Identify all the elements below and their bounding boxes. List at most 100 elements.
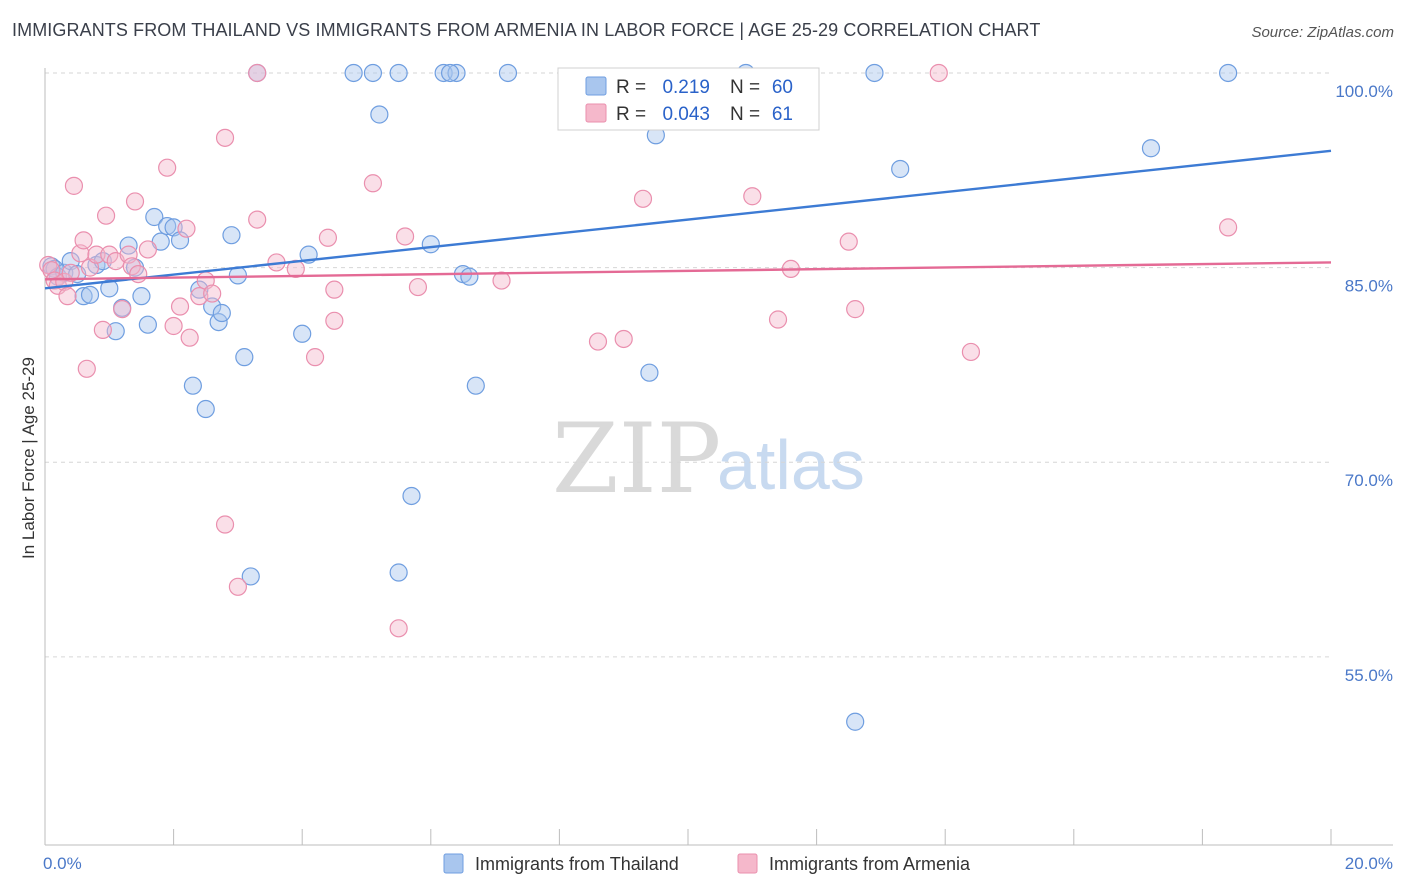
x-tick-labels: 0.0% 20.0% [43, 854, 1393, 873]
data-point-armenia [215, 128, 235, 147]
data-point-thailand [434, 63, 453, 83]
trendlines [44, 149, 1332, 290]
data-point-thailand [389, 563, 408, 582]
watermark-atlas: atlas [717, 426, 865, 504]
data-point-armenia [119, 245, 138, 264]
data-point-armenia [203, 284, 222, 303]
data-point-armenia [113, 300, 132, 319]
data-point-armenia [318, 228, 338, 247]
data-point-thailand [138, 315, 157, 334]
axes [44, 68, 1393, 846]
data-point-thailand [222, 226, 241, 245]
data-point-armenia [228, 577, 247, 596]
data-point-thailand [212, 303, 231, 323]
data-point-thailand [158, 216, 177, 236]
trendline-armenia [44, 261, 1332, 281]
legend-r-value: 0.219 [662, 77, 710, 98]
data-point-thailand [145, 207, 164, 227]
data-point-armenia [248, 63, 267, 83]
y-tick-label: 70.0% [1345, 471, 1393, 490]
data-point-armenia [77, 359, 96, 378]
legend-swatch-armenia [737, 853, 758, 874]
series-thailand [42, 63, 1238, 731]
data-point-armenia [138, 240, 157, 259]
data-point-thailand [640, 363, 659, 382]
legend-n-value: 61 [772, 104, 793, 125]
y-tick-label: 85.0% [1345, 277, 1393, 296]
data-point-thailand [80, 285, 100, 304]
data-point-thailand [235, 348, 254, 367]
y-axis-label: In Labor Force | Age 25-29 [19, 357, 38, 559]
data-point-thailand [440, 63, 460, 83]
legend-swatch-thailand [443, 853, 464, 874]
y-tick-label: 100.0% [1335, 82, 1393, 101]
watermark: ZIP atlas [552, 403, 865, 515]
data-point-armenia [395, 227, 415, 246]
data-point-armenia [45, 271, 64, 290]
legend-r-label: R = [616, 104, 646, 125]
x-tick-label: 0.0% [43, 854, 82, 873]
data-point-thailand [203, 297, 222, 316]
y-tick-labels: 100.0% 85.0% 70.0% 55.0% [1335, 82, 1393, 685]
data-point-thailand [293, 324, 312, 343]
data-point-thailand [100, 279, 119, 298]
data-point-thailand [241, 567, 260, 586]
series-legend: Immigrants from Thailand Immigrants from… [443, 853, 971, 874]
data-point-armenia [961, 342, 981, 362]
data-point-armenia [408, 277, 428, 297]
data-point-armenia [248, 210, 267, 229]
trendline-thailand [44, 149, 1332, 290]
data-point-armenia [389, 619, 408, 638]
data-point-armenia [164, 316, 183, 336]
data-point-thailand [421, 235, 440, 254]
data-point-thailand [196, 399, 215, 419]
data-point-armenia [743, 187, 762, 206]
data-point-armenia [305, 348, 325, 367]
data-point-armenia [177, 219, 196, 238]
legend-n-label: N = [730, 104, 760, 125]
legend-label-armenia: Immigrants from Armenia [769, 854, 971, 874]
data-point-armenia [87, 245, 106, 264]
data-point-armenia [180, 328, 199, 347]
data-point-armenia [74, 231, 93, 250]
data-point-thailand [170, 231, 190, 250]
data-point-armenia [215, 515, 235, 534]
data-point-thailand [183, 376, 202, 395]
legend-n-label: N = [730, 77, 760, 98]
source-label: Source: ZipAtlas.com [1251, 24, 1394, 41]
legend-label-thailand: Immigrants from Thailand [475, 854, 679, 874]
data-point-armenia [846, 300, 865, 319]
data-point-armenia [614, 329, 633, 349]
data-point-thailand [846, 712, 865, 731]
data-point-thailand [498, 63, 518, 83]
data-point-thailand [447, 63, 466, 83]
data-point-thailand [363, 63, 383, 83]
data-point-thailand [344, 63, 363, 83]
data-point-thailand [370, 105, 389, 124]
data-point-thailand [402, 486, 421, 506]
data-point-thailand [74, 287, 93, 306]
data-point-armenia [100, 245, 119, 264]
data-point-armenia [96, 206, 116, 225]
legend-r-label: R = [616, 77, 646, 98]
legend-swatch-armenia [585, 103, 607, 123]
data-point-armenia [325, 280, 344, 299]
data-point-thailand [891, 159, 910, 179]
legend-swatch-thailand [585, 76, 607, 96]
data-point-thailand [106, 322, 125, 341]
data-point-armenia [64, 176, 84, 195]
data-point-armenia [588, 332, 608, 351]
data-point-thailand [466, 376, 485, 395]
data-point-armenia [363, 174, 383, 193]
y-tick-label: 55.0% [1345, 666, 1393, 685]
data-point-armenia [768, 310, 788, 329]
chart-title: IMMIGRANTS FROM THAILAND VS IMMIGRANTS F… [12, 20, 1041, 40]
data-point-armenia [58, 287, 77, 306]
data-point-thailand [865, 63, 884, 83]
data-point-armenia [325, 311, 344, 330]
data-point-armenia [929, 63, 948, 83]
data-point-armenia [39, 255, 58, 275]
data-point-thailand [460, 267, 479, 286]
data-point-armenia [839, 232, 858, 251]
